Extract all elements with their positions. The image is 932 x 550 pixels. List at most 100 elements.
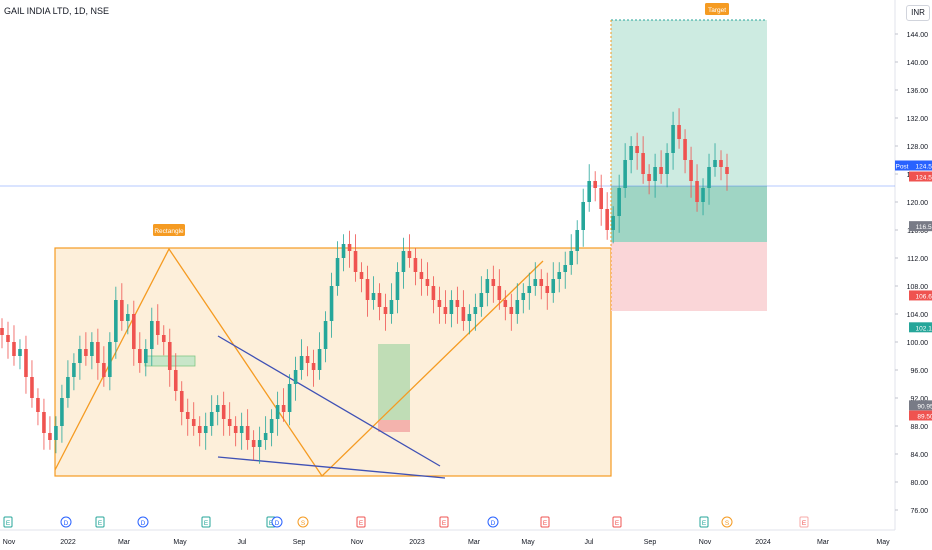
event-marker[interactable]: S bbox=[297, 516, 309, 528]
event-marker[interactable]: E bbox=[439, 516, 449, 528]
candle-down bbox=[407, 234, 412, 268]
event-marker[interactable]: E bbox=[699, 516, 709, 528]
candle-up bbox=[149, 307, 154, 366]
candle-down bbox=[167, 328, 172, 387]
candle-down bbox=[605, 192, 609, 240]
price-axis-label: 124.50 bbox=[909, 171, 932, 182]
candle-down bbox=[647, 164, 651, 195]
candle-down bbox=[48, 416, 52, 450]
time-tick-label: Sep bbox=[293, 539, 306, 546]
price-tick-label: 136.00 bbox=[907, 88, 929, 95]
svg-text:102.10: 102.10 bbox=[916, 325, 932, 332]
candle-down bbox=[689, 146, 693, 198]
candle-up bbox=[275, 391, 280, 436]
mini-stop-box bbox=[378, 420, 410, 432]
target-label[interactable]: Target bbox=[705, 3, 729, 15]
svg-text:D: D bbox=[141, 520, 146, 527]
candle-down bbox=[413, 248, 418, 286]
candle-down bbox=[179, 381, 184, 426]
candle-up bbox=[269, 409, 274, 447]
candle-down bbox=[677, 108, 681, 149]
candle-up bbox=[527, 272, 532, 310]
candle-up bbox=[401, 237, 406, 289]
candle-down bbox=[593, 171, 597, 202]
event-marker[interactable]: D bbox=[60, 516, 72, 528]
price-axis-label: Post bbox=[895, 160, 909, 171]
candle-down bbox=[191, 402, 196, 436]
candle-up bbox=[293, 356, 298, 401]
svg-text:89.50: 89.50 bbox=[917, 414, 932, 421]
candle-down bbox=[461, 290, 466, 331]
svg-text:106.65: 106.65 bbox=[916, 293, 932, 300]
candle-up bbox=[563, 251, 568, 289]
rectangle-label[interactable]: Rectangle bbox=[153, 224, 185, 236]
svg-text:Post: Post bbox=[895, 164, 908, 171]
price-tick-label: 120.00 bbox=[907, 200, 929, 207]
time-tick-label: Mar bbox=[118, 539, 131, 546]
candle-up bbox=[317, 332, 322, 380]
candle-down bbox=[251, 430, 256, 461]
time-tick-label: Nov bbox=[699, 539, 712, 546]
event-marker[interactable]: S bbox=[721, 516, 733, 528]
stop-loss-zone[interactable] bbox=[611, 242, 767, 311]
price-tick-label: 84.00 bbox=[910, 452, 928, 459]
price-tick-label: 88.00 bbox=[910, 424, 928, 431]
candle-up bbox=[287, 374, 292, 426]
candle-down bbox=[245, 409, 250, 450]
candle-up bbox=[629, 136, 633, 174]
candle-up bbox=[203, 412, 208, 450]
price-tick-label: 112.00 bbox=[907, 256, 928, 263]
event-marker[interactable]: E bbox=[95, 516, 105, 528]
price-axis-label: 102.10 bbox=[909, 322, 932, 333]
candle-up bbox=[341, 234, 346, 272]
candle-up bbox=[60, 384, 64, 443]
price-tick-label: 116.00 bbox=[907, 228, 928, 235]
price-axis-label: 89.50 bbox=[909, 410, 932, 421]
svg-text:D: D bbox=[275, 520, 280, 527]
event-marker[interactable]: E bbox=[3, 516, 13, 528]
price-axis-label: 106.65 bbox=[909, 290, 932, 301]
candle-up bbox=[299, 339, 304, 380]
time-tick-label: May bbox=[173, 539, 187, 546]
trendline-upper bbox=[217, 335, 441, 467]
trendline-lower bbox=[217, 456, 446, 479]
event-marker[interactable]: D bbox=[271, 516, 283, 528]
candle-down bbox=[725, 153, 729, 191]
currency-badge[interactable]: INR bbox=[906, 5, 930, 21]
candle-up bbox=[54, 416, 58, 454]
event-marker[interactable]: E bbox=[201, 516, 211, 528]
price-tick-label: 76.00 bbox=[910, 508, 928, 515]
time-tick-label: Jul bbox=[238, 539, 247, 546]
candle-up bbox=[323, 311, 328, 363]
event-marker[interactable]: E bbox=[540, 516, 550, 528]
candle-up bbox=[449, 290, 454, 328]
candle-down bbox=[455, 286, 460, 324]
svg-text:E: E bbox=[204, 520, 209, 527]
event-marker[interactable]: D bbox=[137, 516, 149, 528]
candle-up bbox=[395, 262, 400, 314]
price-tick-label: 132.00 bbox=[907, 116, 929, 123]
mini-target-box bbox=[378, 344, 410, 420]
candle-down bbox=[42, 398, 46, 450]
svg-text:S: S bbox=[725, 520, 730, 527]
event-marker[interactable]: E bbox=[612, 516, 622, 528]
time-tick-label: Mar bbox=[468, 539, 481, 546]
price-tick-label: 100.00 bbox=[907, 340, 929, 347]
candle-down bbox=[185, 398, 190, 436]
svg-text:E: E bbox=[802, 520, 807, 527]
svg-text:E: E bbox=[6, 520, 11, 527]
event-marker[interactable]: E bbox=[356, 516, 366, 528]
candle-down bbox=[683, 129, 687, 174]
event-marker[interactable]: D bbox=[487, 516, 499, 528]
candle-down bbox=[30, 360, 34, 408]
price-tick-label: 128.00 bbox=[907, 144, 929, 151]
candle-down bbox=[0, 318, 4, 349]
candle-down bbox=[443, 290, 448, 324]
candle-down bbox=[659, 150, 663, 184]
time-tick-label: Nov bbox=[3, 539, 16, 546]
event-marker[interactable]: E bbox=[799, 516, 809, 528]
candle-down bbox=[12, 325, 16, 366]
time-tick-label: 2022 bbox=[60, 539, 76, 546]
